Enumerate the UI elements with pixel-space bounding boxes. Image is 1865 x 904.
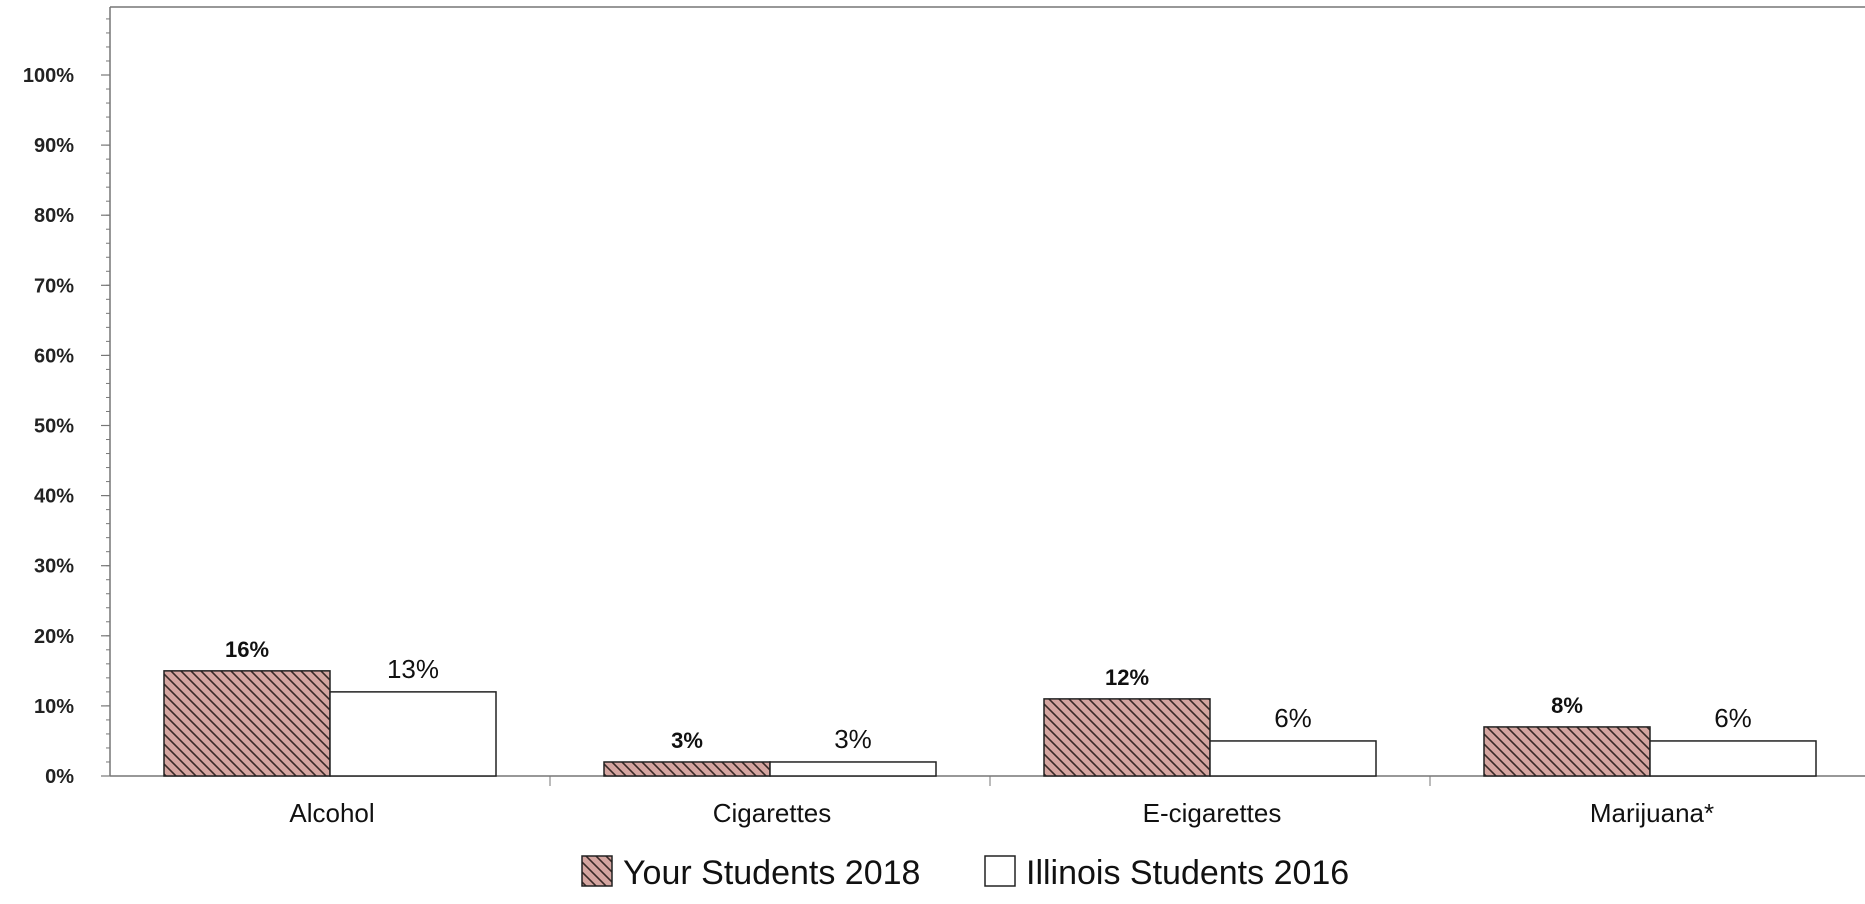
- bars: [163, 670, 1817, 777]
- y-tick-label: 90%: [34, 135, 74, 157]
- y-tick-label: 40%: [34, 486, 74, 508]
- category-label: Alcohol: [289, 798, 374, 828]
- value-labels: 16% 13% 3% 3% 12% 6% 8% 6%: [225, 637, 1752, 754]
- legend-label-illinois-students-2016: Illinois Students 2016: [1026, 854, 1349, 892]
- data-label: 3%: [671, 728, 703, 753]
- bar-your-students-2018: [1043, 698, 1211, 777]
- category-label: Cigarettes: [713, 798, 832, 828]
- bar-illinois-students-2016: [329, 691, 497, 777]
- y-tick-label: 50%: [34, 416, 74, 438]
- legend-swatch-your-students-2018: [581, 855, 613, 887]
- legend: Your Students 2018 Illinois Students 2016: [581, 854, 1349, 892]
- bar-illinois-students-2016: [1649, 740, 1817, 777]
- data-label: 3%: [834, 724, 872, 754]
- y-tick-label: 70%: [34, 275, 74, 297]
- category-label: Marijuana*: [1590, 798, 1714, 828]
- legend-label-your-students-2018: Your Students 2018: [623, 854, 920, 892]
- bar-your-students-2018: [603, 761, 771, 777]
- y-axis-ticks: 0% 10% 20% 30% 40% 50% 60% 70% 80% 90% 100%: [23, 65, 110, 788]
- data-label: 6%: [1274, 703, 1312, 733]
- y-tick-label: 100%: [23, 65, 74, 87]
- y-tick-label: 60%: [34, 345, 74, 367]
- data-label: 12%: [1105, 665, 1149, 690]
- y-tick-label: 10%: [34, 696, 74, 718]
- y-tick-label: 30%: [34, 556, 74, 578]
- bar-illinois-students-2016: [1209, 740, 1377, 777]
- y-tick-label: 80%: [34, 205, 74, 227]
- data-label: 6%: [1714, 703, 1752, 733]
- axes: [106, 6, 1865, 786]
- legend-swatch-illinois-students-2016: [984, 855, 1016, 887]
- data-label: 8%: [1551, 693, 1583, 718]
- y-tick-label: 0%: [45, 766, 74, 788]
- category-label: E-cigarettes: [1143, 798, 1282, 828]
- data-label: 13%: [387, 654, 439, 684]
- data-label: 16%: [225, 637, 269, 662]
- y-tick-label: 20%: [34, 626, 74, 648]
- category-labels: Alcohol Cigarettes E-cigarettes Marijuana*: [289, 798, 1714, 828]
- bar-illinois-students-2016: [769, 761, 937, 777]
- bar-your-students-2018: [163, 670, 331, 777]
- bar-your-students-2018: [1483, 726, 1651, 777]
